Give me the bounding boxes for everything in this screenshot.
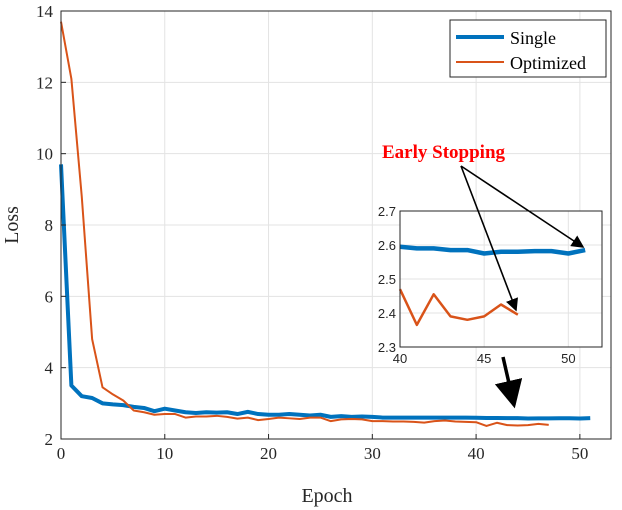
inset-y-tick-label: 2.7 [378, 204, 396, 219]
y-tick-label: 8 [45, 216, 54, 235]
early-stopping-annotation: Early Stopping [382, 142, 506, 163]
inset-frame [399, 210, 603, 348]
y-axis-label: Loss [1, 206, 23, 244]
y-tick-label: 2 [45, 430, 54, 449]
x-tick-label: 40 [468, 444, 485, 463]
arrow-single [460, 165, 585, 248]
inset-y-tick-label: 2.3 [378, 340, 396, 355]
y-tick-label: 14 [36, 2, 54, 21]
legend-box [449, 19, 607, 78]
x-tick-label: 30 [364, 444, 381, 463]
y-tick-label: 12 [36, 73, 53, 92]
series-line-optimized [60, 21, 549, 427]
inset-x-tick-label: 45 [477, 351, 491, 366]
legend: Single Optimized [449, 19, 607, 78]
inset-y-tick-label: 2.6 [378, 238, 396, 253]
x-tick-label: 20 [260, 444, 277, 463]
x-tick-label: 0 [57, 444, 66, 463]
legend-label-single: Single [510, 28, 556, 48]
inset-x-tick-label: 40 [393, 351, 407, 366]
x-axis-label: Epoch [301, 485, 352, 507]
y-tick-label: 4 [45, 359, 54, 378]
inset-y-tick-label: 2.4 [378, 306, 396, 321]
legend-label-optimized: Optimized [510, 53, 586, 73]
inset-series-line-single [399, 244, 586, 256]
arrow-zoom [494, 356, 523, 409]
y-tick-label: 10 [36, 145, 53, 164]
inset-y-tick-label: 2.5 [378, 272, 396, 287]
inset-series-line-optimized [398, 288, 519, 327]
y-tick-label: 6 [45, 287, 54, 306]
x-tick-label: 10 [156, 444, 173, 463]
arrow-optimized [460, 165, 518, 312]
series-line-single [59, 164, 591, 421]
inset-x-tick-label: 50 [561, 351, 575, 366]
x-tick-label: 50 [571, 444, 588, 463]
